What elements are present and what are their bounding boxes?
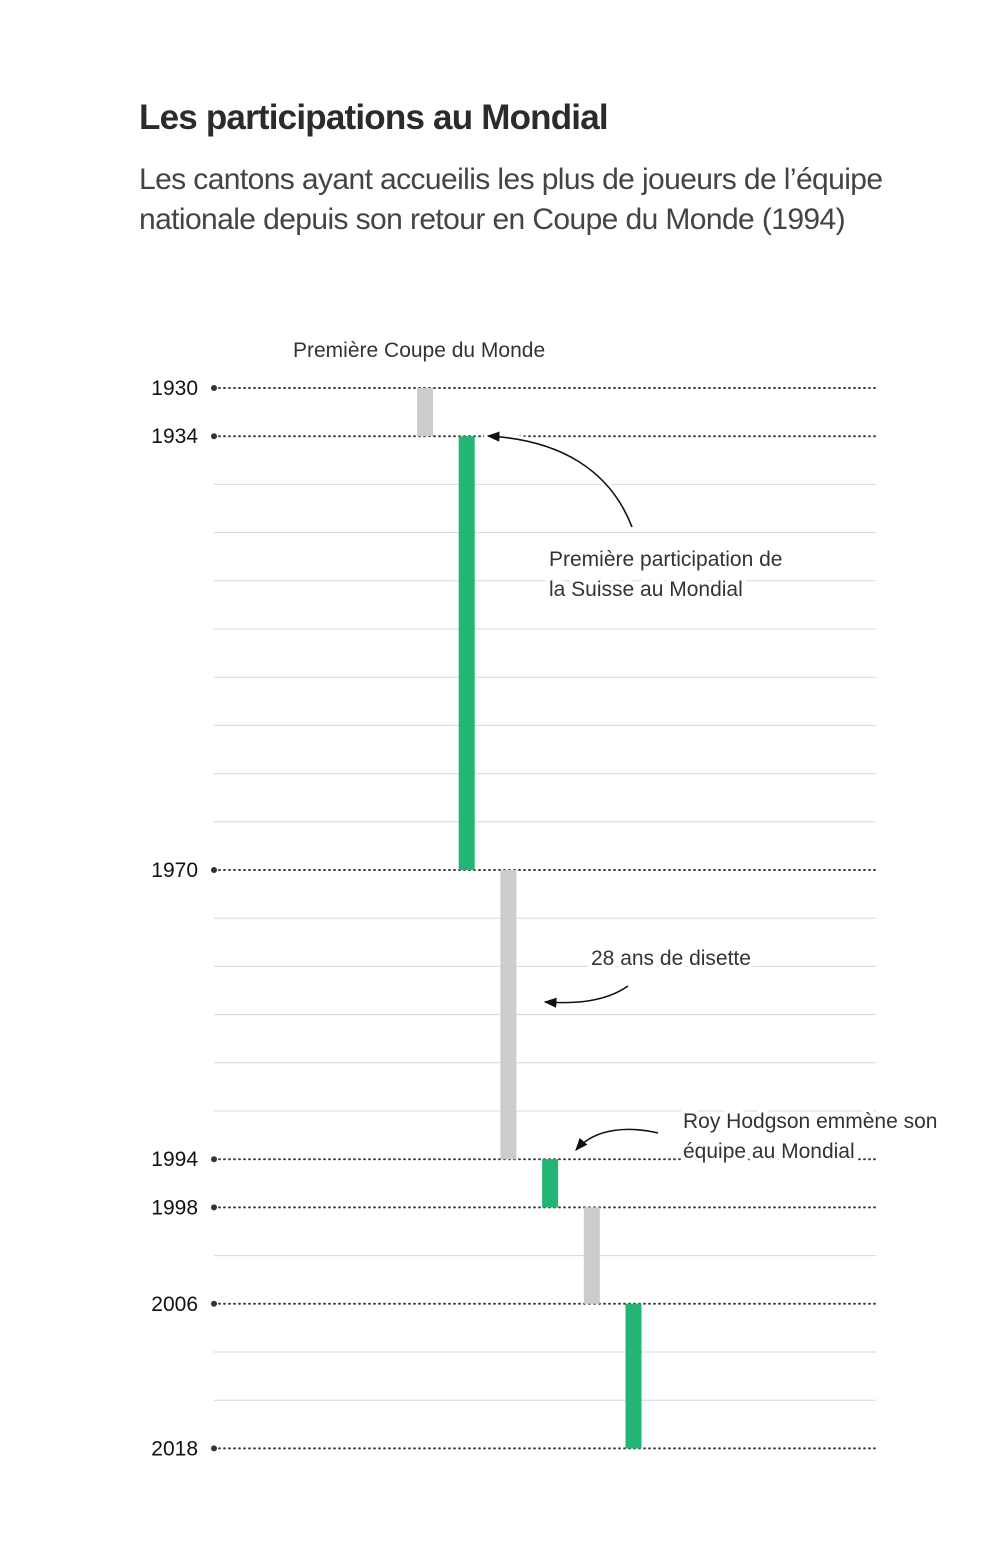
- tick-dot: [211, 433, 217, 440]
- segment-bar-gap: [417, 388, 433, 437]
- annotation-arrow: [486, 431, 633, 528]
- tick-dot: [211, 1204, 217, 1211]
- segment-bar-participation: [542, 1159, 559, 1208]
- tick-dot: [211, 867, 217, 873]
- annotation-text: Roy Hodgson emmène son: [683, 1110, 937, 1133]
- annotation-halo: Roy Hodgson emmène son: [683, 1110, 937, 1133]
- tick-label: 1998: [151, 1196, 198, 1219]
- annotation-halo: Première participation de: [549, 548, 782, 571]
- tick-label: 1994: [151, 1148, 198, 1171]
- grid-layer: [213, 387, 877, 1450]
- annotation-text: Première participation de: [549, 548, 782, 571]
- tick-dot: [211, 385, 217, 391]
- chart-subtitle: Les cantons ayant accueilis les plus de …: [139, 163, 883, 236]
- tick-dot: [211, 1445, 217, 1452]
- annotation-halo: équipe au Mondial: [683, 1140, 855, 1163]
- tick-label: 1930: [151, 377, 198, 400]
- annotation-halo: 28 ans de disette: [591, 947, 751, 970]
- tick-label: 2006: [151, 1293, 198, 1316]
- annotation-arrow: [575, 1128, 659, 1151]
- annotation-arrow: [543, 985, 629, 1008]
- bar-layer: [417, 388, 642, 1449]
- annotation-text: Première Coupe du Monde: [293, 339, 545, 362]
- tick-dot: [211, 1300, 217, 1307]
- segment-bar-participation: [458, 436, 475, 870]
- chart-title: Les participations au Mondial: [139, 98, 609, 137]
- tick-label: 1934: [151, 425, 198, 448]
- annotation-halo: la Suisse au Mondial: [549, 578, 743, 601]
- annotation-text: équipe au Mondial: [683, 1140, 855, 1163]
- tick-label: 2018: [151, 1437, 198, 1460]
- annotation-arrow-halo: [484, 432, 636, 531]
- tick-dot: [211, 1156, 217, 1163]
- tick-layer: 1930 1934 1970 1994 1998 2006 2018: [151, 377, 217, 1460]
- tick-label: 1970: [151, 859, 198, 882]
- segment-bar-gap: [583, 1207, 600, 1304]
- annotation-text: la Suisse au Mondial: [549, 578, 743, 601]
- segment-bar-gap: [500, 870, 517, 1160]
- annotation-halo: Première Coupe du Monde: [293, 339, 545, 362]
- annotation-text: 28 ans de disette: [591, 947, 751, 970]
- segment-bar-participation: [625, 1303, 642, 1449]
